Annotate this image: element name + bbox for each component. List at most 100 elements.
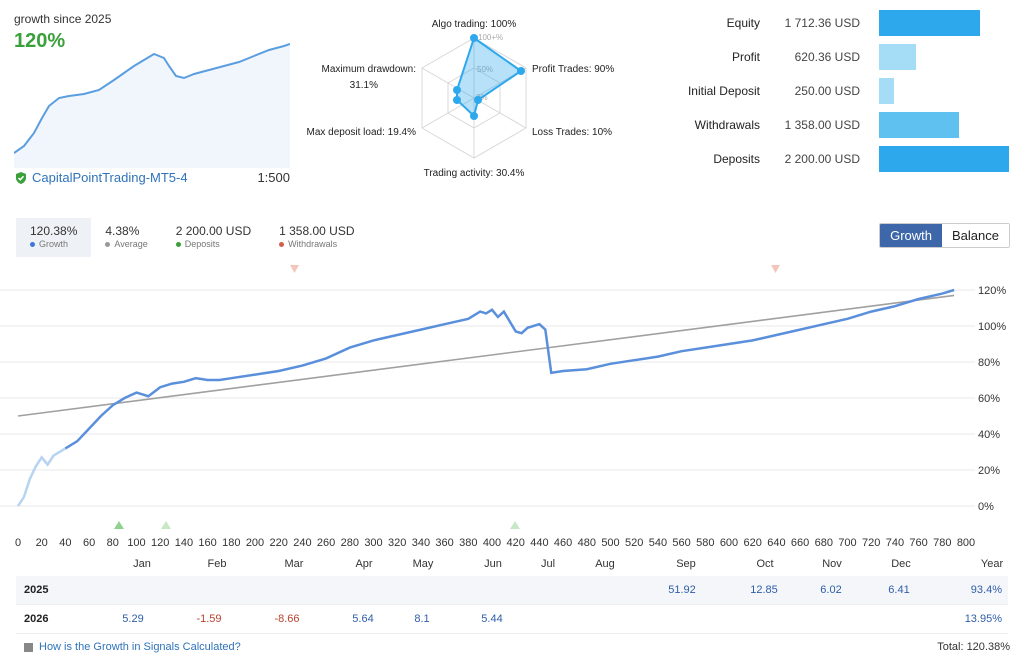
metric-tabs: 120.38% Growth 4.38% Average 2 200.00 US… — [16, 218, 369, 257]
x-tick-label: 680 — [815, 537, 833, 549]
x-tick-label: 800 — [957, 537, 975, 549]
month-label: Apr — [355, 558, 372, 570]
x-tick-label: 720 — [862, 537, 880, 549]
total-growth: Total: 120.38% — [937, 641, 1010, 653]
x-tick-label: 180 — [222, 537, 240, 549]
y-tick-label: 40% — [978, 429, 1000, 441]
x-tick-label: 420 — [507, 537, 525, 549]
stat-profit: Profit 620.36 USD — [660, 40, 1024, 74]
radar-load-label: Max deposit load: 19.4% — [306, 127, 416, 138]
tab-value: 1 358.00 USD — [279, 224, 355, 238]
account-name-link[interactable]: CapitalPointTrading-MT5-4 — [32, 170, 188, 185]
stat-bar — [879, 146, 1009, 172]
radar-chart: 100+% 50% 0% Algo trading: 100% Profit T… — [306, 19, 614, 179]
growth-mode-button[interactable]: Growth — [880, 224, 943, 247]
stat-label: Profit — [731, 50, 760, 64]
stat-value: 250.00 USD — [794, 84, 860, 98]
table-row: 2026 5.29 -1.59 -8.66 5.64 8.1 5.44 13.95% — [16, 605, 1008, 634]
x-tick-label: 160 — [198, 537, 216, 549]
month-label: Mar — [285, 558, 304, 570]
x-tick-label: 60 — [83, 537, 95, 549]
shield-check-icon — [16, 171, 26, 184]
x-axis-ticks: 0 20 40 60 80 100 120 140 160 180 200 220 240 260 280 3… — [15, 537, 975, 549]
growth-line-early — [16, 447, 67, 507]
growth-chart: 0 20 40 60 80 100 120 140 160 180 200 220 240 260 280 3… — [0, 265, 1006, 570]
radar-profit-label: Profit Trades: 90% — [532, 64, 614, 75]
year-total: 93.4% — [970, 584, 1002, 596]
growth-since-label: growth since 2025 — [14, 12, 112, 26]
x-tick-label: 240 — [293, 537, 311, 549]
stat-label: Equity — [726, 16, 760, 30]
x-tick-label: 80 — [107, 537, 119, 549]
x-tick-label: 480 — [578, 537, 596, 549]
x-tick-label: 540 — [649, 537, 667, 549]
stat-bar — [879, 78, 894, 104]
x-tick-label: 360 — [435, 537, 453, 549]
y-tick-label: 100% — [978, 321, 1006, 333]
stat-value: 620.36 USD — [794, 50, 860, 64]
month-label: Dec — [891, 558, 911, 570]
month-label: Jan — [133, 558, 151, 570]
tab-label: Withdrawals — [288, 239, 338, 249]
radar-ring-100: 100+% — [478, 33, 503, 42]
month-value: 51.92 — [668, 584, 696, 596]
tab-value: 2 200.00 USD — [175, 224, 252, 238]
x-tick-label: 100 — [127, 537, 145, 549]
row-year: 2026 — [24, 613, 49, 625]
x-tick-label: 640 — [767, 537, 785, 549]
stat-bar — [879, 44, 916, 70]
month-value: -1.59 — [196, 613, 222, 625]
x-tick-label: 0 — [15, 537, 21, 549]
monthly-growth-table: 2025 51.92 12.85 6.02 6.41 93.4% 2026 5.29 -1.59… — [16, 576, 1008, 634]
stat-label: Initial Deposit — [687, 84, 760, 98]
x-tick-label: 400 — [483, 537, 501, 549]
stat-bar — [879, 10, 981, 36]
chart-markers — [114, 265, 780, 529]
x-tick-label: 140 — [175, 537, 193, 549]
x-tick-label: 560 — [672, 537, 690, 549]
balance-mode-button[interactable]: Balance — [942, 224, 1009, 247]
tab-deposits[interactable]: 2 200.00 USD Deposits — [162, 218, 265, 257]
tab-withdrawals[interactable]: 1 358.00 USD Withdrawals — [265, 218, 368, 257]
y-tick-label: 80% — [978, 357, 1000, 369]
x-tick-label: 760 — [909, 537, 927, 549]
trend-line — [17, 294, 955, 417]
tab-label: Deposits — [184, 239, 220, 249]
tab-label: Average — [114, 239, 148, 249]
month-labels: Jan Feb Mar Apr May Jun Jul Aug Sep Oct Nov Dec Year — [133, 558, 1003, 570]
tab-value: 120.38% — [30, 224, 78, 238]
y-tick-label: 60% — [978, 393, 1000, 405]
mini-growth-chart — [14, 43, 290, 168]
x-tick-label: 280 — [341, 537, 359, 549]
y-tick-label: 20% — [978, 465, 1000, 477]
month-label: Jul — [541, 558, 555, 570]
chart-grid — [0, 289, 975, 507]
radar-loss-label: Loss Trades: 10% — [532, 127, 612, 138]
tab-growth[interactable]: 120.38% Growth — [16, 218, 92, 257]
x-tick-label: 580 — [696, 537, 714, 549]
month-value: 6.02 — [820, 584, 842, 596]
growth-calc-link[interactable]: How is the Growth in Signals Calculated? — [39, 641, 241, 653]
x-tick-label: 120 — [151, 537, 169, 549]
year-total: 13.95% — [964, 613, 1002, 625]
x-tick-label: 600 — [720, 537, 738, 549]
growth-since-value: 120% — [14, 30, 66, 52]
tab-value: 4.38% — [105, 224, 140, 238]
x-tick-label: 40 — [59, 537, 71, 549]
leverage-value: 1:500 — [257, 170, 290, 185]
growth-line — [64, 288, 955, 450]
y-tick-label: 0% — [978, 501, 994, 513]
radar-drawdown-label: Maximum drawdown: — [322, 64, 416, 75]
chart-mode-toggle: Growth Balance — [879, 223, 1010, 248]
month-value: 6.41 — [888, 584, 910, 596]
month-label: Jun — [484, 558, 502, 570]
y-axis-ticks: 120% 100% 80% 60% 40% 20% 0% — [978, 285, 1006, 513]
radar-point-load — [453, 96, 461, 104]
x-tick-label: 660 — [791, 537, 809, 549]
x-tick-label: 340 — [412, 537, 430, 549]
stat-value: 1 712.36 USD — [784, 16, 860, 30]
radar-drawdown-value: 31.1% — [350, 80, 378, 91]
tab-average[interactable]: 4.38% Average — [91, 218, 161, 257]
x-tick-label: 460 — [554, 537, 572, 549]
x-tick-label: 200 — [246, 537, 264, 549]
